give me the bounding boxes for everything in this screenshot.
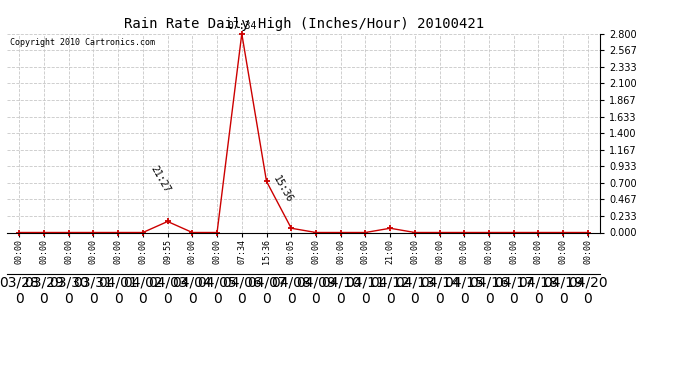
Text: Copyright 2010 Cartronics.com: Copyright 2010 Cartronics.com: [10, 38, 155, 47]
Text: 07:34: 07:34: [227, 21, 257, 31]
Title: Rain Rate Daily High (Inches/Hour) 20100421: Rain Rate Daily High (Inches/Hour) 20100…: [124, 17, 484, 31]
Text: 21:27: 21:27: [148, 164, 172, 194]
Text: 15:36: 15:36: [271, 174, 295, 205]
